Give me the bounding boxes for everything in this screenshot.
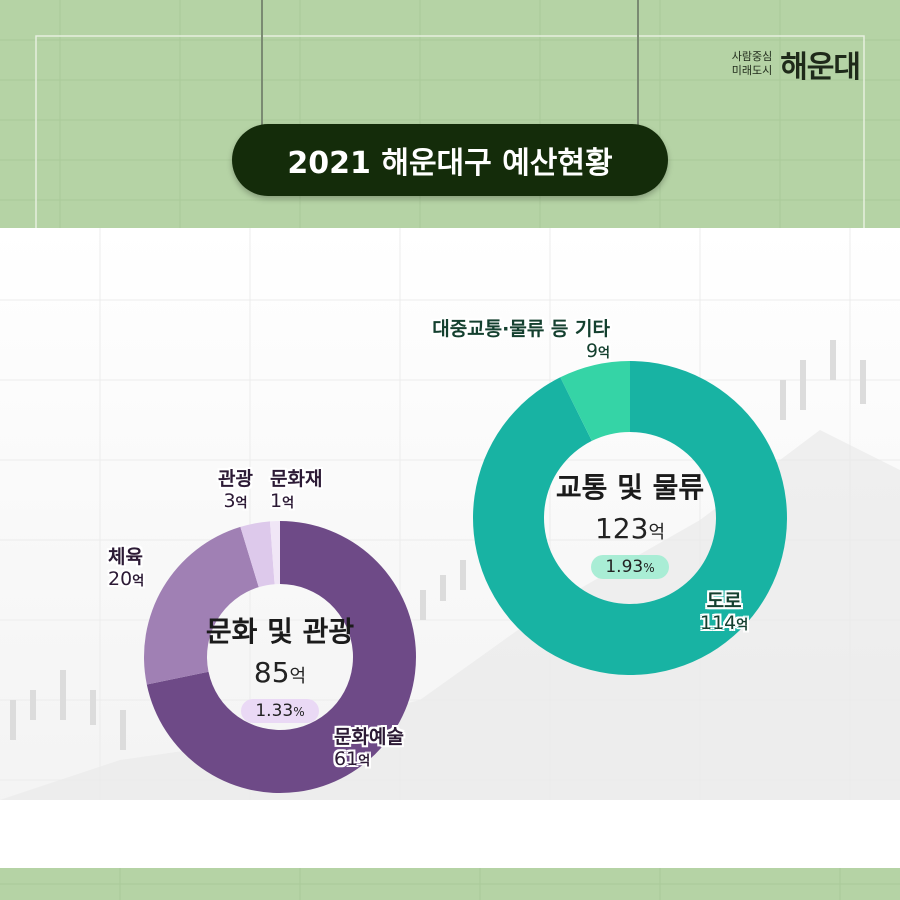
label-tourism-value: 3 [223,490,236,512]
page-title: 2021 해운대구 예산현황 [287,146,613,181]
logo-tagline: 사람중심 미래도시 [732,50,772,78]
label-road: 도로 114억 [700,590,748,637]
culture-total-value: 85 [253,656,290,689]
logo-tagline-line2: 미래도시 [731,64,773,77]
label-sports: 체육 20억 [108,546,144,593]
label-tourism-unit: 억 [235,496,248,511]
culture-center-text: 문화 및 관광 85억 1.33% [185,610,375,723]
haeundae-logo: 사람중심 미래도시 해운대 [732,42,861,86]
slice-tourism [240,521,275,588]
transport-total-value: 123 [594,512,649,545]
label-sports-name: 체육 [108,546,143,568]
slice-culture-arts [146,521,417,793]
transport-chart-title: 교통 및 물류 [555,471,705,504]
transport-percent-value: 1.93 [605,557,644,577]
label-tourism: 관광 3억 [218,468,253,515]
culture-total: 85억 [185,656,375,689]
transport-percent-badge: 1.93% [591,555,669,579]
label-culture-arts-name: 문화예술 [334,726,404,748]
label-culture-arts-value: 61 [334,748,359,770]
culture-chart-title: 문화 및 관광 [205,615,355,648]
culture-total-unit: 억 [289,666,307,687]
title-banner: 2021 해운대구 예산현황 [232,124,668,196]
slice-road [472,361,787,676]
label-road-name: 도로 [706,590,742,612]
logo-tagline-line1: 사람중심 [731,50,773,63]
label-tourism-name: 관광 [218,468,253,490]
slice-heritage [269,521,280,585]
label-transit-etc: 대중교통·물류 등 기타 9억 [400,318,610,365]
label-transit-etc-unit: 억 [598,346,610,361]
label-heritage-value: 1 [270,490,283,512]
slice-transit-etc [560,361,630,441]
logo-name: 해운대 [780,50,861,85]
label-transit-etc-name: 대중교통·물류 등 기타 [432,318,610,340]
label-sports-unit: 억 [132,574,145,589]
label-sports-value: 20 [108,568,133,590]
transport-center-text: 교통 및 물류 123억 1.93% [535,466,725,579]
label-culture-arts: 문화예술 61억 [334,726,404,773]
label-heritage: 문화재 1억 [270,468,322,515]
label-heritage-unit: 억 [282,496,295,511]
label-heritage-name: 문화재 [270,468,323,490]
transport-total-unit: 억 [648,522,665,543]
transport-percent-unit: % [643,561,655,575]
culture-percent-badge: 1.33% [241,699,319,723]
label-transit-etc-value: 9 [585,340,599,362]
culture-percent-value: 1.33 [255,701,294,721]
culture-percent-unit: % [293,705,305,719]
label-road-value: 114 [700,612,737,634]
slice-sports [144,526,259,685]
label-road-unit: 억 [736,618,749,633]
transport-total: 123억 [535,512,725,545]
label-culture-arts-unit: 억 [358,754,371,769]
